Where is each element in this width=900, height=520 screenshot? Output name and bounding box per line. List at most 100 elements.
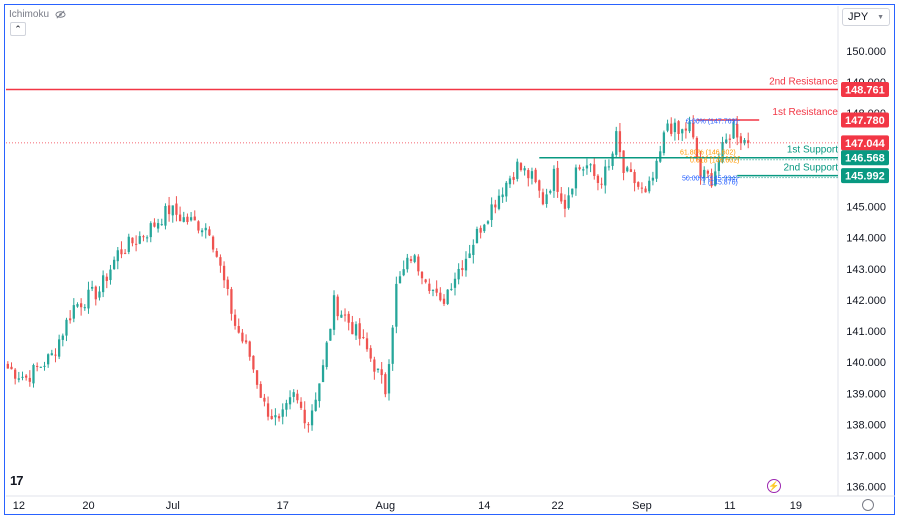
candle-body <box>186 216 189 222</box>
candle <box>32 363 35 388</box>
level-name: 2nd Resistance <box>769 76 838 87</box>
candle <box>670 117 673 137</box>
candle-body <box>296 393 299 401</box>
candle <box>743 138 746 146</box>
candle-body <box>549 190 552 193</box>
candle-body <box>17 378 20 380</box>
candle-body <box>94 286 97 300</box>
candle-body <box>153 222 156 227</box>
candle <box>127 233 130 255</box>
candle-body <box>226 279 229 290</box>
candle <box>549 189 552 195</box>
candle <box>134 235 138 252</box>
currency-select[interactable]: JPY ▼ <box>842 8 890 26</box>
candle <box>409 255 413 264</box>
candle <box>362 329 365 340</box>
candle-body <box>640 187 644 189</box>
candle <box>736 116 739 146</box>
candle <box>80 298 83 316</box>
candle <box>490 197 493 227</box>
candle-body <box>699 158 702 177</box>
candle-body <box>164 205 167 226</box>
candle <box>303 401 306 429</box>
candle-body <box>76 304 79 307</box>
candle-body <box>252 355 255 370</box>
price-tag-value: 148.761 <box>845 84 885 96</box>
candle <box>369 345 372 362</box>
candle <box>486 220 490 225</box>
candle-body <box>710 173 713 187</box>
candle-body <box>655 160 658 179</box>
candle-body <box>472 244 475 255</box>
indicator-legend[interactable]: Ichimoku <box>9 9 66 20</box>
resistance-level: 1st Resistance <box>696 107 838 121</box>
candle <box>629 162 633 173</box>
candle <box>94 285 97 306</box>
candle <box>648 176 651 194</box>
candle <box>197 220 200 234</box>
eye-slash-icon[interactable] <box>55 9 66 20</box>
candle <box>314 392 317 412</box>
flash-icon[interactable]: ⚡ <box>767 479 781 493</box>
candle <box>644 186 647 193</box>
candle <box>263 393 266 407</box>
candle <box>541 188 545 206</box>
candle-body <box>347 313 350 323</box>
candle-body <box>431 289 435 291</box>
candle-body <box>266 403 270 417</box>
candle-body <box>714 171 717 186</box>
candle <box>101 270 105 298</box>
candle <box>6 361 9 369</box>
candle <box>222 261 226 289</box>
candle <box>116 246 119 270</box>
candle-body <box>47 354 50 365</box>
candle <box>318 383 321 408</box>
candle <box>457 263 460 285</box>
candle-body <box>310 410 314 426</box>
candle-body <box>725 139 728 144</box>
candle <box>307 422 310 433</box>
candle <box>373 356 376 380</box>
candle-body <box>574 167 578 189</box>
candle-body <box>321 365 325 383</box>
candle <box>145 235 149 243</box>
resistance-level: 2nd Resistance <box>6 76 838 91</box>
candle-body <box>332 295 336 330</box>
candle-body <box>50 353 53 356</box>
candle-body <box>288 397 292 405</box>
candle <box>65 317 68 342</box>
candle <box>325 340 328 370</box>
candle <box>468 244 471 259</box>
candle <box>725 133 728 145</box>
candle <box>164 203 167 230</box>
candle <box>182 211 185 223</box>
x-tick-label: 17 <box>277 500 289 512</box>
candle <box>156 218 160 233</box>
candle-body <box>560 193 563 202</box>
candle-body <box>14 369 17 379</box>
candle-body <box>80 303 83 308</box>
candle-body <box>479 227 482 233</box>
candle-body <box>112 259 116 270</box>
candle <box>699 150 702 185</box>
candle-body <box>336 296 339 317</box>
candle <box>175 196 178 222</box>
candle <box>241 329 244 344</box>
candle-body <box>178 214 182 222</box>
candle-body <box>563 199 567 209</box>
candle <box>747 132 750 149</box>
candle-body <box>673 122 677 133</box>
candle-body <box>468 253 471 259</box>
settings-icon[interactable] <box>862 499 874 511</box>
candle-body <box>387 364 391 394</box>
price-tag-bg <box>841 168 889 184</box>
candle <box>131 237 134 247</box>
collapse-legend-button[interactable]: ⌃ <box>10 22 26 36</box>
candle-body <box>142 236 145 238</box>
candle-body <box>101 275 105 293</box>
candle <box>200 228 204 237</box>
price-tag-value: 147.044 <box>845 138 886 150</box>
candle-body <box>442 298 446 304</box>
candle-body <box>545 194 548 204</box>
